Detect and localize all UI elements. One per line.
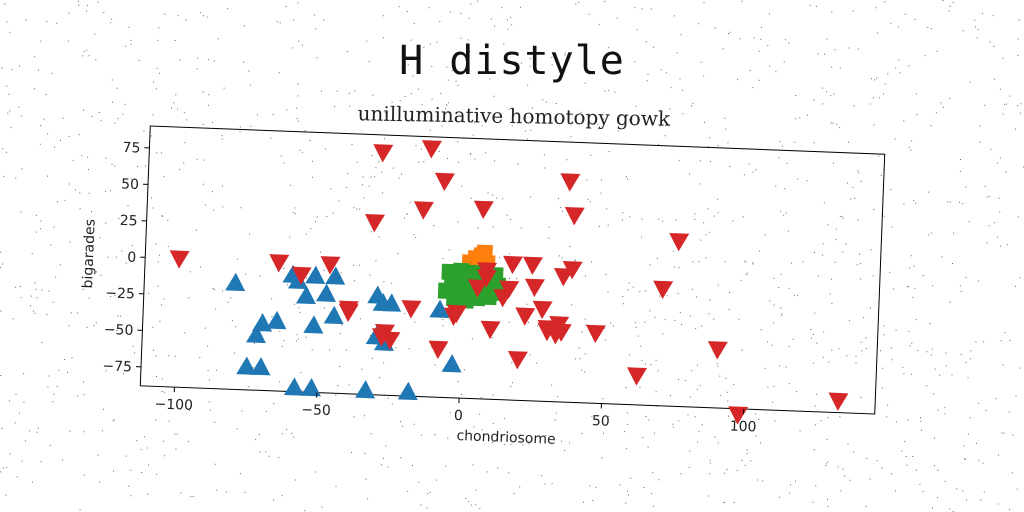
data-point-series-4 <box>467 279 488 298</box>
data-point-series-1 <box>441 354 462 373</box>
data-point-series-1 <box>245 324 266 344</box>
y-tick-label: 50 <box>121 176 139 193</box>
y-tick-label: 0 <box>127 250 137 266</box>
y-tick-label: 25 <box>119 213 137 230</box>
data-point-series-4 <box>413 201 434 220</box>
data-point-series-4 <box>473 200 494 219</box>
data-point-series-4 <box>728 406 749 425</box>
data-point-series-1 <box>355 380 376 399</box>
data-point-series-1 <box>250 357 271 376</box>
x-tick-label: 0 <box>454 408 464 424</box>
data-point-series-4 <box>515 307 536 326</box>
data-point-series-1 <box>303 315 324 334</box>
data-point-series-4 <box>507 351 528 370</box>
data-point-series-1 <box>315 283 336 302</box>
plot-area: −100 −50 0 50 100 75 50 25 0 −25 −50 −75 chondrios… <box>80 125 886 448</box>
data-point-series-4 <box>560 173 581 192</box>
x-tick-label: 100 <box>729 418 756 435</box>
data-point-series-1 <box>287 270 308 290</box>
data-point-series-4 <box>291 266 312 286</box>
data-point-series-4 <box>669 232 690 252</box>
data-point-series-4 <box>338 303 359 322</box>
data-point-series-4 <box>364 213 385 233</box>
data-point-series-4 <box>551 323 572 342</box>
data-point-series-1 <box>225 272 246 292</box>
data-point-series-4 <box>380 331 401 350</box>
y-tick-label: −50 <box>104 322 134 339</box>
data-point-series-4 <box>524 278 545 297</box>
y-tick-label: 75 <box>122 140 140 157</box>
data-point-series-1 <box>283 377 304 396</box>
data-points <box>169 140 849 425</box>
data-point-series-4 <box>707 341 728 360</box>
data-point-series-1 <box>429 299 450 318</box>
data-point-series-4 <box>169 250 190 269</box>
data-point-series-4 <box>373 144 394 163</box>
data-point-series-4 <box>401 300 422 319</box>
plot-frame <box>139 125 886 415</box>
data-point-series-4 <box>480 320 501 340</box>
data-point-series-1 <box>300 378 321 397</box>
x-axis-label: chondriosome <box>456 428 556 448</box>
data-point-series-1 <box>381 293 402 312</box>
data-point-series-1 <box>323 305 344 325</box>
data-point-series-4 <box>434 172 455 192</box>
data-point-series-4 <box>446 304 467 324</box>
data-point-series-4 <box>585 324 606 344</box>
y-tick-label: −75 <box>102 358 132 375</box>
x-tick-label: −50 <box>301 402 331 419</box>
y-axis-label: bigarades <box>80 219 99 289</box>
data-point-series-3 <box>480 288 497 306</box>
data-point-series-4 <box>421 140 442 159</box>
data-point-series-1 <box>305 265 326 284</box>
data-point-series-4 <box>503 255 524 275</box>
data-point-series-1 <box>266 310 287 330</box>
y-axis-ticks: 75 50 25 0 −25 −50 −75 <box>102 140 150 375</box>
data-point-series-4 <box>428 340 449 360</box>
y-tick-label: −25 <box>105 285 135 302</box>
data-point-series-4 <box>532 300 553 320</box>
data-point-series-4 <box>828 392 849 411</box>
data-point-series-4 <box>522 256 543 275</box>
x-tick-label: 50 <box>592 413 610 430</box>
data-point-series-1 <box>295 285 316 305</box>
data-point-series-1 <box>325 266 346 285</box>
data-point-series-4 <box>562 261 583 280</box>
data-point-series-4 <box>564 207 585 226</box>
data-point-series-4 <box>627 367 648 386</box>
x-axis-ticks: −100 −50 0 50 100 <box>154 387 757 435</box>
main-title: H distyle <box>399 38 625 84</box>
x-tick-label: −100 <box>154 396 193 413</box>
data-point-series-4 <box>653 280 674 299</box>
data-point-series-1 <box>236 356 257 375</box>
data-point-series-1 <box>397 381 418 401</box>
data-point-series-4 <box>269 254 290 273</box>
data-point-series-4 <box>320 256 341 275</box>
data-point-series-4 <box>499 280 520 299</box>
data-point-series-4 <box>477 262 498 281</box>
